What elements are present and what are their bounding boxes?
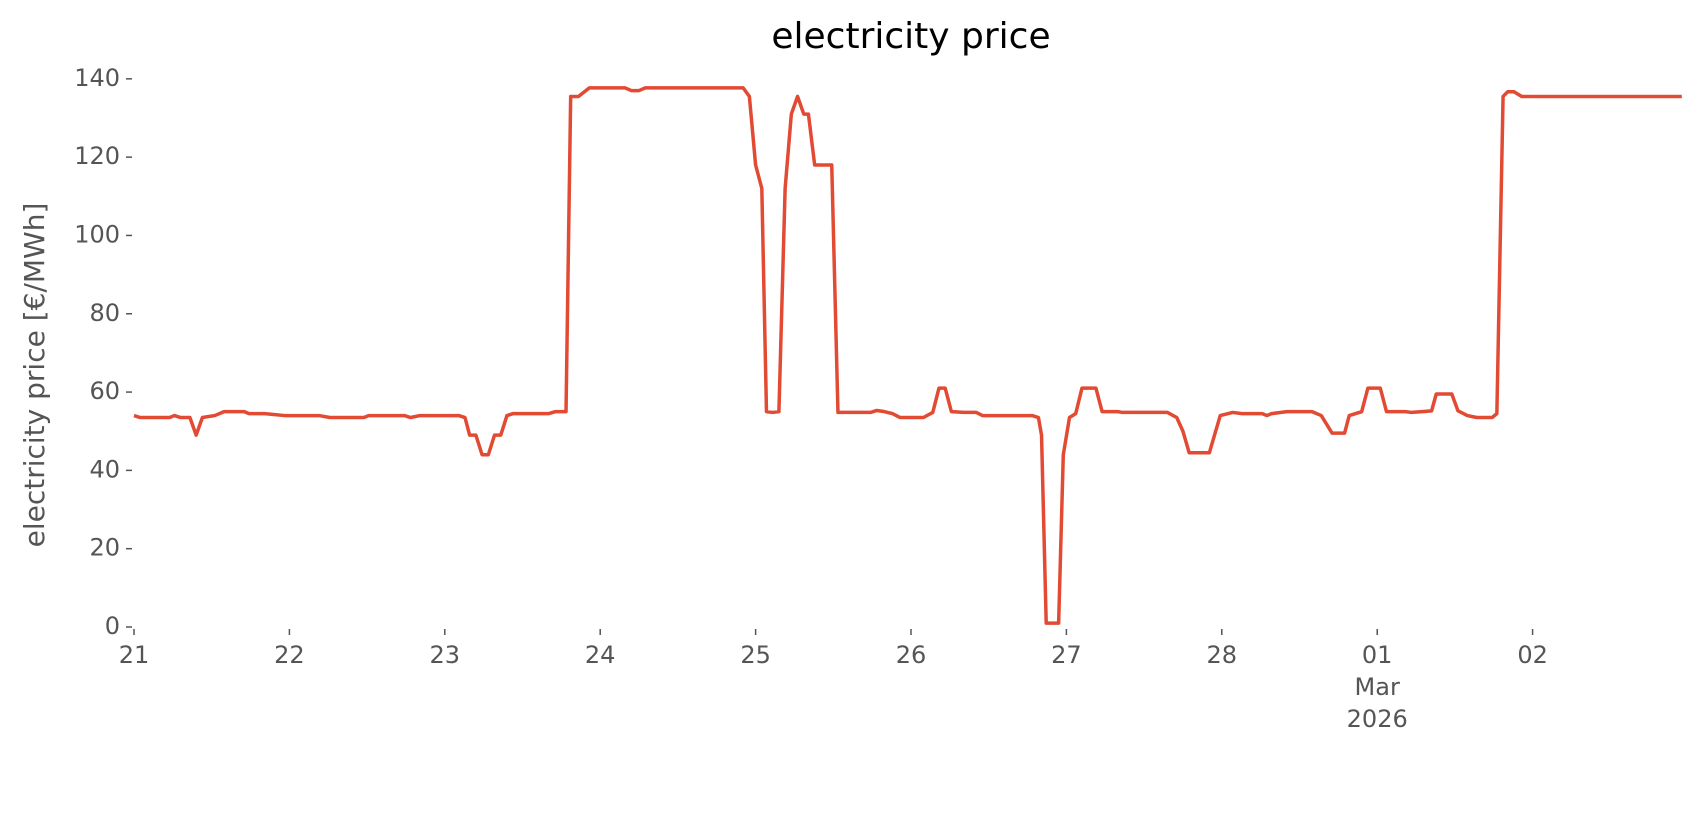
y-tick-label: 80 — [89, 299, 120, 327]
y-tick-label: 40 — [89, 455, 120, 483]
y-tick-label: 120 — [74, 142, 120, 170]
y-tick-label: 20 — [89, 534, 120, 562]
chart-title: electricity price — [771, 16, 1050, 57]
y-tick-label: 0 — [105, 612, 120, 640]
y-tick-label: 100 — [74, 220, 120, 248]
x-tick-label: 28 — [1206, 641, 1238, 669]
x-tick-label: 26 — [895, 641, 927, 669]
y-axis-label: electricity price [€/MWh] — [18, 203, 51, 548]
y-tick-label: 60 — [89, 377, 120, 405]
x-tick-label: 23 — [429, 641, 461, 669]
x-tick-label: 22 — [274, 641, 305, 669]
x-tick-label: 24 — [584, 641, 616, 669]
y-tick-label: 140 — [74, 64, 120, 92]
price-line — [133, 86, 1682, 625]
x-tick-label: 27 — [1051, 641, 1082, 669]
x-tick-label: 02 — [1517, 641, 1548, 669]
x-tick-label: 21 — [118, 641, 150, 669]
x-tick-label: 01 Mar 2026 — [1346, 641, 1408, 733]
x-tick-label: 25 — [740, 641, 771, 669]
